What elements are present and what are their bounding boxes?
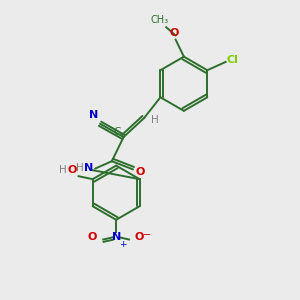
Text: −: − (143, 230, 151, 240)
Text: C: C (113, 127, 121, 137)
Text: O: O (134, 232, 143, 242)
Text: CH₃: CH₃ (151, 15, 169, 25)
Text: H: H (76, 163, 83, 173)
Text: +: + (119, 240, 126, 249)
Text: O: O (169, 28, 179, 38)
Text: Cl: Cl (226, 56, 238, 65)
Text: H: H (151, 115, 158, 125)
Text: O: O (68, 165, 77, 175)
Text: N: N (89, 110, 98, 120)
Text: N: N (84, 163, 93, 173)
Text: O: O (87, 232, 97, 242)
Text: O: O (136, 167, 145, 177)
Text: H: H (59, 165, 67, 175)
Text: N: N (112, 232, 121, 242)
